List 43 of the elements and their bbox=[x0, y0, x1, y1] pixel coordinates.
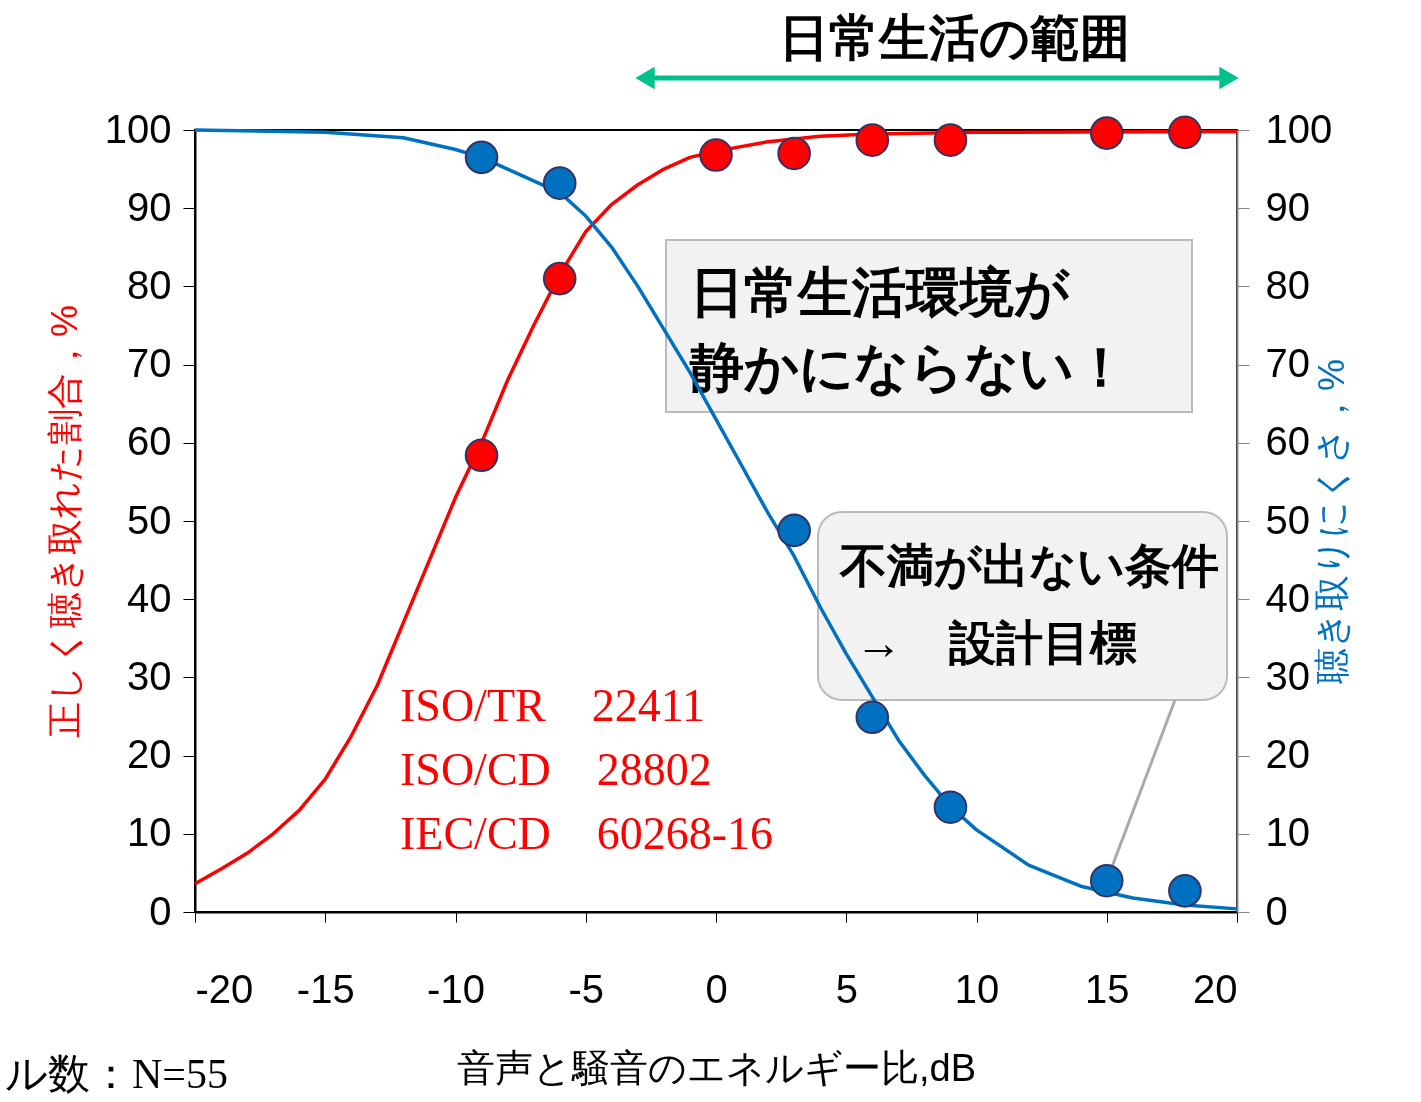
y2-tick-label: 20 bbox=[1265, 732, 1310, 777]
annotation: 日常生活環境が bbox=[690, 262, 1070, 322]
y-tick-label: 0 bbox=[149, 888, 172, 933]
y2-tick-label: 60 bbox=[1265, 419, 1310, 464]
x-axis-title: 音声と騒音のエネルギー比,dB bbox=[456, 1046, 977, 1089]
y-tick-label: 70 bbox=[127, 341, 172, 386]
y2-axis-title: 聴き取りにくさ，% bbox=[1311, 358, 1353, 685]
x-tick-label: 5 bbox=[835, 966, 858, 1011]
x-tick-label: 15 bbox=[1085, 966, 1130, 1011]
x-tick-label: 10 bbox=[954, 966, 1000, 1011]
x-tick-label: -10 bbox=[427, 966, 485, 1011]
y-tick-label: 40 bbox=[127, 575, 172, 620]
y-tick-label: 50 bbox=[127, 497, 172, 542]
y-tick-label: 10 bbox=[127, 810, 172, 855]
annotation: 不満が出ない条件 bbox=[839, 539, 1219, 592]
x-tick-label: -5 bbox=[568, 966, 605, 1011]
x-tick-label: -15 bbox=[296, 966, 355, 1011]
y2-tick-label: 0 bbox=[1265, 888, 1288, 933]
x-tick-label: 0 bbox=[705, 966, 728, 1011]
y-tick-label: 30 bbox=[127, 653, 172, 698]
y2-tick-label: 10 bbox=[1265, 810, 1310, 855]
y-tick-label: 20 bbox=[127, 732, 172, 777]
y2-tick-label: 40 bbox=[1265, 575, 1310, 620]
y2-tick-label: 100 bbox=[1265, 106, 1333, 151]
x-tick-label: 20 bbox=[1193, 966, 1238, 1011]
annotation: 静かにならない！ bbox=[689, 337, 1128, 397]
y-tick-label: 80 bbox=[127, 262, 172, 307]
y-tick-label: 90 bbox=[127, 184, 172, 229]
y2-tick-label: 50 bbox=[1265, 497, 1310, 542]
y2-tick-label: 90 bbox=[1265, 184, 1310, 229]
y-tick-label: 100 bbox=[104, 106, 172, 151]
annotation: IEC/CD 60268-16 bbox=[400, 808, 774, 859]
annotation: ISO/TR 22411 bbox=[400, 680, 705, 731]
text: ル数：N=55 bbox=[5, 1051, 229, 1097]
y-tick-label: 60 bbox=[127, 419, 172, 464]
y2-tick-label: 70 bbox=[1265, 341, 1310, 386]
y2-tick-label: 80 bbox=[1265, 262, 1310, 307]
annotation: → 設計目標 bbox=[855, 616, 1137, 669]
x-tick-label: -20 bbox=[195, 966, 254, 1011]
y2-tick-label: 30 bbox=[1265, 653, 1310, 698]
y-axis-title: 正しく聴き取れた割合，% bbox=[43, 304, 85, 739]
annotation: ISO/CD 28802 bbox=[400, 744, 712, 795]
text: 日常生活の範囲 bbox=[779, 10, 1130, 66]
